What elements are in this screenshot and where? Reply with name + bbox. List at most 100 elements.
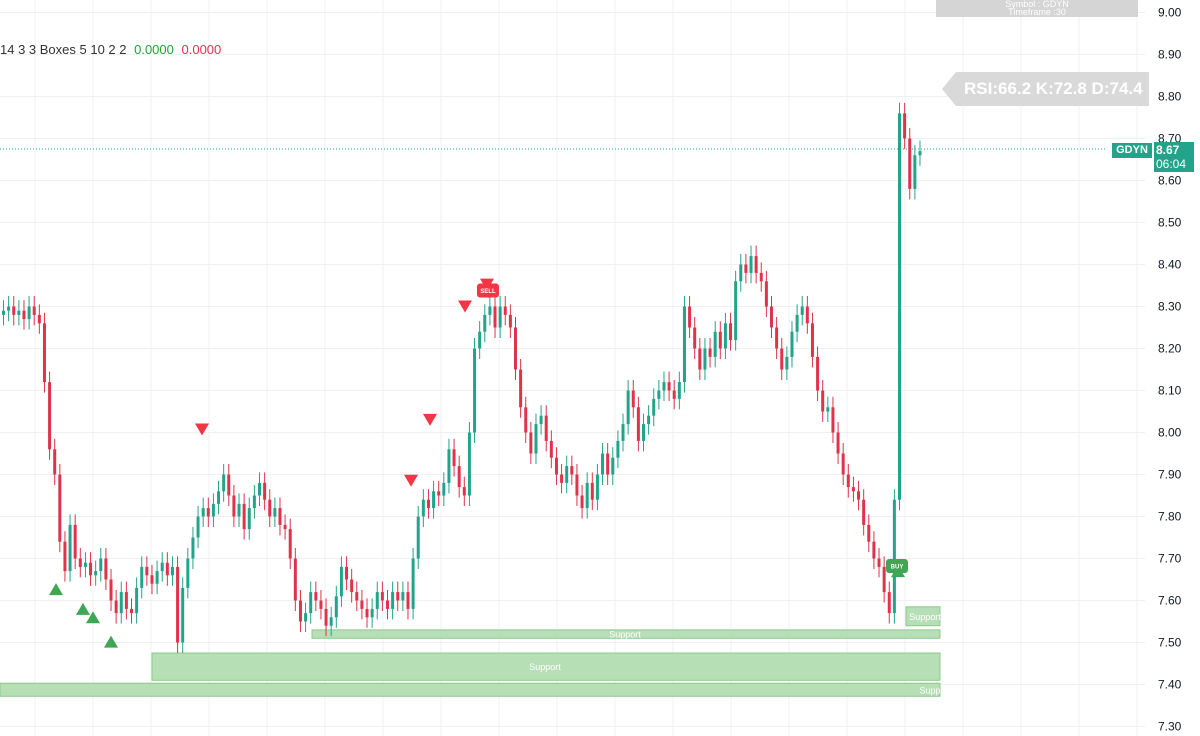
candle: [155, 571, 159, 584]
candle: [636, 407, 640, 441]
candle: [754, 256, 758, 273]
candle: [611, 457, 615, 475]
candle: [882, 566, 886, 593]
candle: [851, 487, 855, 492]
candle: [217, 491, 221, 504]
price-tick-label: 7.70: [1158, 552, 1182, 566]
candle: [805, 306, 809, 324]
candle: [227, 474, 231, 496]
candle: [478, 331, 482, 349]
candle: [723, 323, 727, 349]
candle: [554, 457, 558, 475]
candle: [908, 138, 912, 189]
price-axis: 9.008.908.808.708.608.508.408.308.208.10…: [1158, 6, 1182, 734]
indicator-value-negative: 0.0000: [181, 42, 222, 57]
candle: [89, 562, 93, 576]
candle: [401, 592, 405, 601]
candle: [37, 314, 41, 324]
candle: [252, 495, 256, 509]
price-tick-label: 7.60: [1158, 594, 1182, 608]
price-tick-label: 9.00: [1158, 6, 1182, 20]
candle: [32, 306, 36, 315]
candle: [672, 390, 676, 399]
candle: [324, 608, 328, 626]
candle: [442, 482, 446, 496]
chart-grid: [0, 0, 1145, 736]
candle: [314, 592, 318, 601]
candle: [841, 453, 845, 475]
symbol-tag: GDYN: [1112, 143, 1152, 158]
candle: [498, 306, 502, 328]
candle: [380, 592, 384, 601]
candle: [145, 566, 149, 576]
candle: [360, 600, 364, 609]
candle: [247, 508, 251, 530]
candle: [73, 524, 77, 559]
timeframe-info-line: Timeframe :30: [1008, 7, 1066, 17]
candles: [2, 102, 922, 653]
candle: [565, 466, 569, 483]
candle: [2, 310, 5, 315]
candle: [350, 579, 354, 593]
candle: [534, 424, 538, 454]
candle: [416, 516, 420, 559]
price-tick-label: 8.40: [1158, 258, 1182, 272]
candle: [770, 306, 773, 328]
candle: [273, 508, 277, 517]
candle: [319, 600, 323, 609]
price-tick-label: 8.00: [1158, 426, 1182, 440]
candle: [99, 558, 103, 572]
candle: [539, 415, 543, 425]
candle: [109, 579, 113, 601]
buy-arrow-icon: [86, 611, 100, 624]
candle: [355, 592, 359, 601]
candle: [703, 348, 707, 370]
candle: [78, 558, 82, 567]
candle: [104, 558, 108, 580]
sell-arrow-icon: [458, 300, 472, 313]
candle: [780, 348, 784, 370]
candle: [601, 453, 605, 475]
price-tick-label: 8.80: [1158, 90, 1182, 104]
candle: [826, 407, 830, 412]
candle: [677, 382, 681, 399]
candle: [114, 600, 118, 614]
indicator-params: 14 3 3 Boxes 5 10 2 2: [0, 42, 127, 57]
candle: [590, 482, 594, 500]
candle: [606, 453, 610, 475]
candle: [329, 617, 333, 626]
candle: [903, 113, 907, 139]
symbol-info-box: Symbol : GDYN Timeframe :30: [936, 0, 1138, 17]
candle: [375, 592, 379, 609]
candle: [176, 566, 180, 643]
support-zone: [311, 629, 941, 639]
candle: [365, 608, 369, 618]
candle: [298, 600, 302, 622]
price-tick-label: 7.30: [1158, 720, 1182, 734]
candle: [739, 264, 743, 282]
candle: [140, 566, 144, 588]
candle: [391, 592, 395, 609]
candle: [288, 529, 292, 559]
price-tick-label: 7.50: [1158, 636, 1182, 650]
candle: [396, 592, 400, 601]
candle: [862, 499, 866, 525]
sell-arrow-icon: [423, 413, 437, 426]
bar-countdown: 06:04: [1156, 157, 1187, 171]
candle: [124, 592, 128, 609]
candle: [160, 562, 164, 572]
candle: [718, 331, 722, 349]
candle: [488, 306, 492, 315]
candle: [135, 587, 139, 614]
candle: [186, 558, 190, 588]
support-zone: [151, 652, 941, 681]
candle: [652, 398, 656, 416]
candle: [68, 524, 72, 572]
candle: [744, 264, 748, 273]
support-zone-label: Supp: [919, 685, 940, 695]
candle: [58, 474, 62, 542]
candle: [457, 466, 461, 488]
symbol-info-line: Symbol : GDYN: [1005, 0, 1069, 9]
support-zone-label: Support: [529, 662, 561, 672]
